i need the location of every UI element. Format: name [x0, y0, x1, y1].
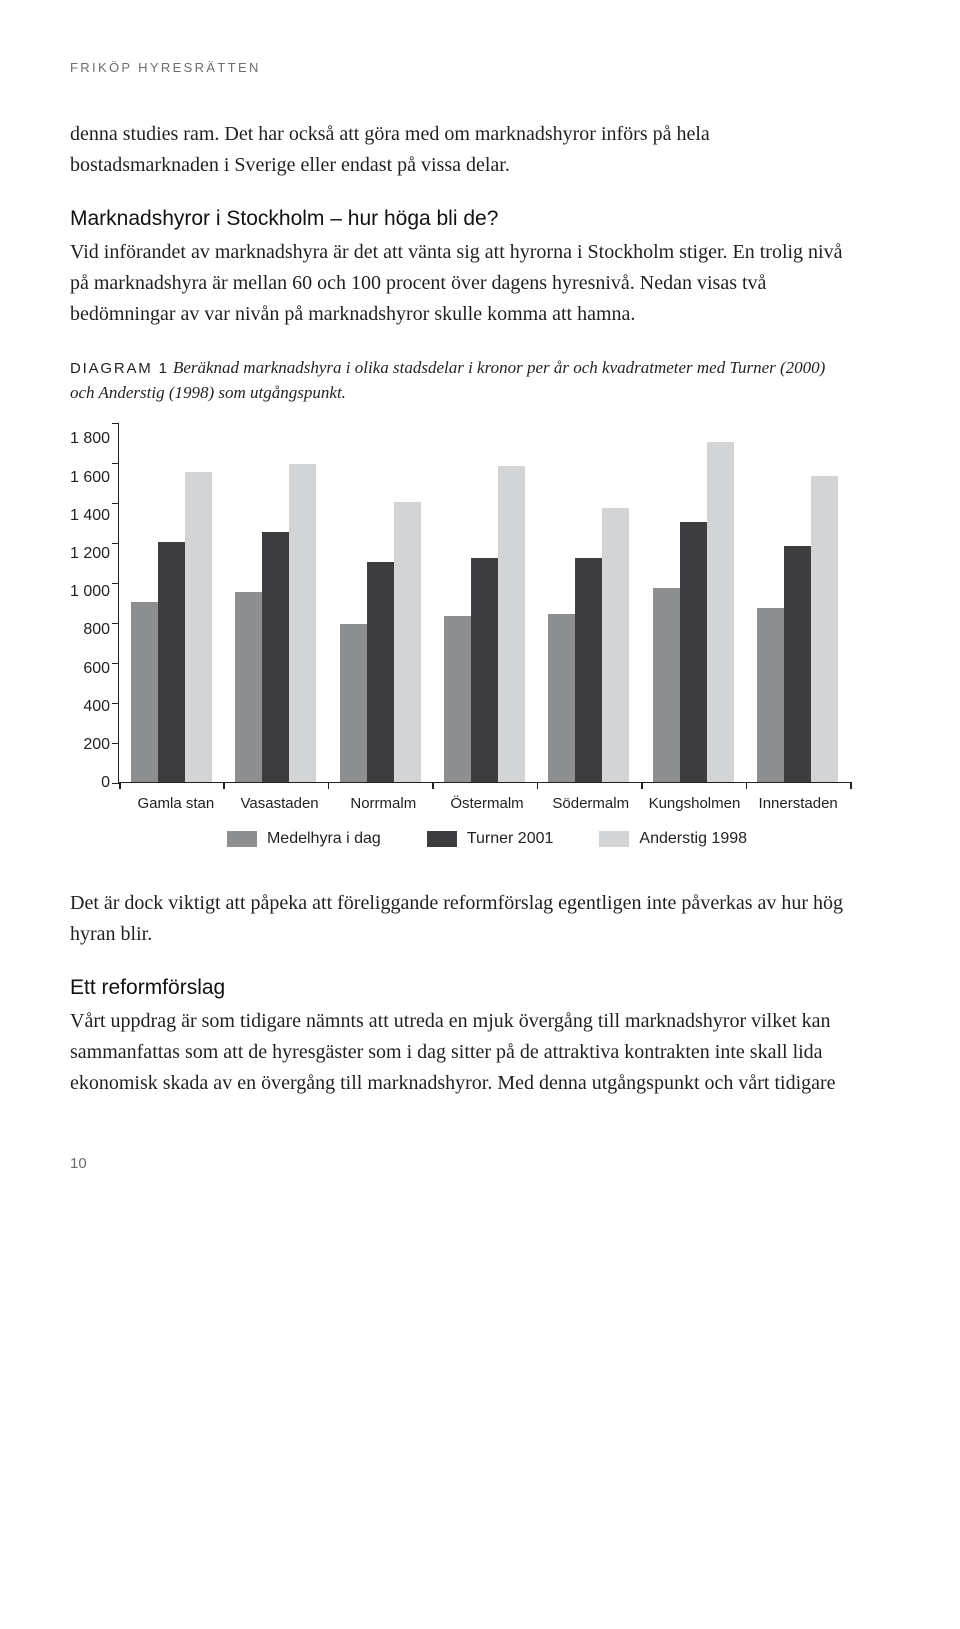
- y-tick-label: 800: [83, 622, 110, 638]
- y-tick-label: 200: [83, 737, 110, 753]
- diagram-caption-text: Beräknad marknadshyra i olika stadsdelar…: [70, 358, 825, 402]
- legend-item: Medelhyra i dag: [227, 830, 381, 848]
- x-tick-label: Vasastaden: [228, 795, 332, 812]
- y-tick-label: 0: [101, 775, 110, 791]
- bar: [680, 522, 707, 782]
- bar-group: [641, 423, 745, 782]
- legend-swatch: [599, 831, 629, 847]
- bar: [575, 558, 602, 782]
- y-tick-label: 1 400: [70, 508, 110, 524]
- bar: [394, 502, 421, 782]
- bar: [602, 508, 629, 782]
- plot-area: [118, 423, 850, 783]
- bar: [185, 472, 212, 782]
- bar-group: [223, 423, 327, 782]
- bar: [340, 624, 367, 782]
- bar: [653, 588, 680, 782]
- paragraph-1: denna studies ram. Det har också att gör…: [70, 119, 850, 181]
- bar: [444, 616, 471, 782]
- x-tick-label: Innerstaden: [746, 795, 850, 812]
- legend-label: Turner 2001: [467, 830, 554, 848]
- x-tick-label: Östermalm: [435, 795, 539, 812]
- diagram-caption: DIAGRAM 1 Beräknad marknadshyra i olika …: [70, 356, 850, 405]
- y-axis-labels: 1 8001 6001 4001 2001 0008006004002000: [70, 423, 118, 783]
- legend-item: Turner 2001: [427, 830, 554, 848]
- bar: [289, 464, 316, 782]
- bar: [498, 466, 525, 782]
- legend-swatch: [427, 831, 457, 847]
- y-tick-label: 400: [83, 699, 110, 715]
- y-axis-ticks: [112, 423, 119, 782]
- bar: [707, 442, 734, 782]
- x-tick-label: Norrmalm: [331, 795, 435, 812]
- bar: [784, 546, 811, 782]
- bar-chart: 1 800 1 600 1 400 1 200 1 000 800 600 400 200 0 G…: [70, 423, 850, 848]
- page-number: 10: [70, 1155, 850, 1172]
- legend-label: Anderstig 1998: [639, 830, 747, 848]
- bar: [367, 562, 394, 782]
- running-head: FRIKÖP HYRESRÄTTEN: [70, 60, 850, 75]
- bar-group: [119, 423, 223, 782]
- diagram-caption-number: DIAGRAM 1: [70, 360, 169, 377]
- bar: [548, 614, 575, 782]
- y-tick-label: 1 800: [70, 431, 110, 447]
- bar-group: [746, 423, 850, 782]
- x-axis-ticks: [119, 782, 850, 789]
- paragraph-2: Vid införandet av marknadshyra är det at…: [70, 237, 850, 330]
- bar: [471, 558, 498, 782]
- subhead-1: Marknadshyror i Stockholm – hur höga bli…: [70, 207, 850, 231]
- bar: [811, 476, 838, 782]
- bar-groups: [119, 423, 850, 782]
- bar-group: [432, 423, 536, 782]
- bar: [158, 542, 185, 782]
- y-tick-label: 1 600: [70, 470, 110, 486]
- y-tick-label: 1 200: [70, 546, 110, 562]
- y-tick-label: 600: [83, 661, 110, 677]
- y-tick-label: 1 000: [70, 584, 110, 600]
- legend-label: Medelhyra i dag: [267, 830, 381, 848]
- legend-swatch: [227, 831, 257, 847]
- chart-legend: Medelhyra i dag Turner 2001 Anderstig 1998: [124, 830, 850, 848]
- bar: [235, 592, 262, 782]
- x-tick-label: Gamla stan: [124, 795, 228, 812]
- paragraph-3: Det är dock viktigt att påpeka att förel…: [70, 888, 850, 950]
- bar: [262, 532, 289, 782]
- bar-group: [328, 423, 432, 782]
- bar: [757, 608, 784, 782]
- subhead-2: Ett reformförslag: [70, 976, 850, 1000]
- bar: [131, 602, 158, 782]
- x-tick-label: Södermalm: [539, 795, 643, 812]
- paragraph-4: Vårt uppdrag är som tidigare nämnts att …: [70, 1006, 850, 1099]
- bar-group: [537, 423, 641, 782]
- legend-item: Anderstig 1998: [599, 830, 747, 848]
- x-tick-label: Kungsholmen: [643, 795, 747, 812]
- x-axis-labels: Gamla stanVasastadenNorrmalmÖstermalmSöd…: [124, 795, 850, 812]
